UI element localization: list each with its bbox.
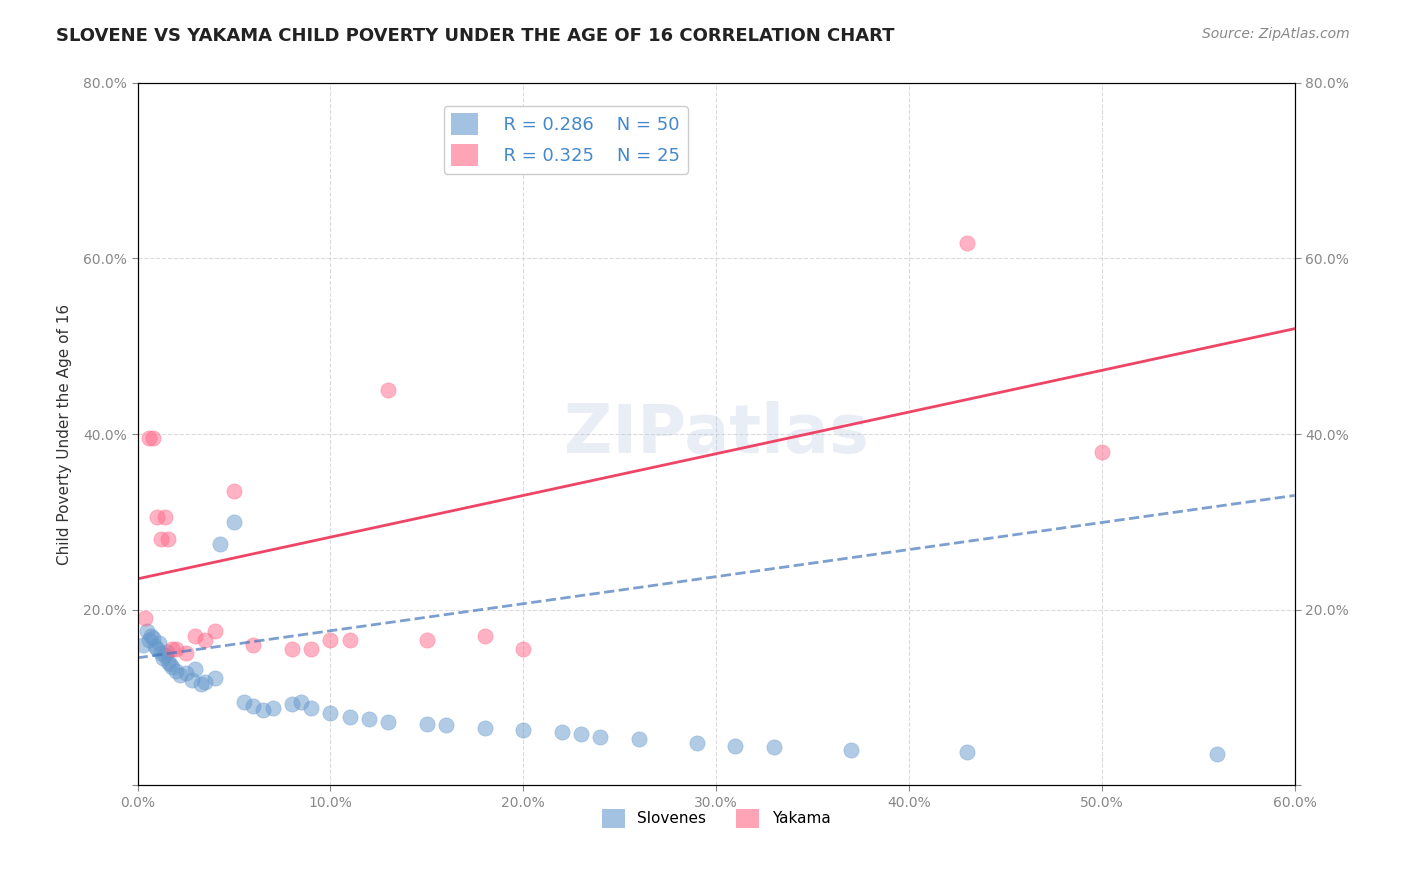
Point xyxy=(262,701,284,715)
Legend: Slovenes, Yakama: Slovenes, Yakama xyxy=(596,803,837,834)
Point xyxy=(762,740,785,755)
Point xyxy=(589,730,612,744)
Point xyxy=(148,636,170,650)
Point xyxy=(956,235,979,250)
Point xyxy=(299,642,322,657)
Point xyxy=(143,640,166,654)
Y-axis label: Child Poverty Under the Age of 16: Child Poverty Under the Age of 16 xyxy=(58,303,72,565)
Point xyxy=(184,662,207,676)
Point xyxy=(157,533,180,547)
Point xyxy=(155,645,177,659)
Point xyxy=(242,699,264,714)
Point xyxy=(157,655,180,669)
Point xyxy=(180,673,202,687)
Point xyxy=(169,668,191,682)
Text: SLOVENE VS YAKAMA CHILD POVERTY UNDER THE AGE OF 16 CORRELATION CHART: SLOVENE VS YAKAMA CHILD POVERTY UNDER TH… xyxy=(56,27,894,45)
Point xyxy=(339,633,361,648)
Point xyxy=(190,677,212,691)
Point xyxy=(153,648,176,663)
Point xyxy=(222,484,245,499)
Point xyxy=(153,510,176,524)
Point xyxy=(956,745,979,759)
Point xyxy=(1091,444,1114,458)
Point xyxy=(204,671,226,685)
Point xyxy=(165,642,187,657)
Point xyxy=(281,698,304,712)
Point xyxy=(512,723,534,737)
Point xyxy=(162,659,184,673)
Text: ZIPatlas: ZIPatlas xyxy=(564,401,869,467)
Point xyxy=(149,533,172,547)
Point xyxy=(281,642,304,657)
Point xyxy=(138,431,160,445)
Point xyxy=(134,611,156,625)
Point xyxy=(132,638,155,652)
Point xyxy=(136,624,159,639)
Point xyxy=(299,701,322,715)
Point xyxy=(232,695,254,709)
Point xyxy=(416,716,439,731)
Point xyxy=(184,629,207,643)
Point xyxy=(416,633,439,648)
Point xyxy=(194,674,217,689)
Point xyxy=(434,718,457,732)
Point xyxy=(339,709,361,723)
Point xyxy=(686,736,709,750)
Point xyxy=(139,629,162,643)
Point xyxy=(209,537,232,551)
Point xyxy=(474,721,496,735)
Point xyxy=(252,704,274,718)
Point xyxy=(142,431,165,445)
Point xyxy=(146,642,169,657)
Point xyxy=(551,725,574,739)
Point xyxy=(152,650,174,665)
Point xyxy=(319,706,342,720)
Point xyxy=(174,647,197,661)
Point xyxy=(569,727,592,741)
Point xyxy=(149,647,172,661)
Point xyxy=(222,515,245,529)
Point xyxy=(377,714,399,729)
Point xyxy=(162,642,184,657)
Point xyxy=(159,657,181,671)
Point xyxy=(357,712,380,726)
Point xyxy=(377,383,399,397)
Point xyxy=(146,510,169,524)
Point xyxy=(512,642,534,657)
Point xyxy=(290,695,312,709)
Point xyxy=(138,633,160,648)
Point xyxy=(724,739,747,753)
Point xyxy=(174,665,197,680)
Point xyxy=(242,638,264,652)
Point xyxy=(165,664,187,678)
Point xyxy=(474,629,496,643)
Point xyxy=(319,633,342,648)
Point xyxy=(204,624,226,639)
Text: Source: ZipAtlas.com: Source: ZipAtlas.com xyxy=(1202,27,1350,41)
Point xyxy=(839,743,862,757)
Point xyxy=(1206,747,1229,762)
Point xyxy=(627,732,650,747)
Point xyxy=(142,631,165,645)
Point xyxy=(194,633,217,648)
